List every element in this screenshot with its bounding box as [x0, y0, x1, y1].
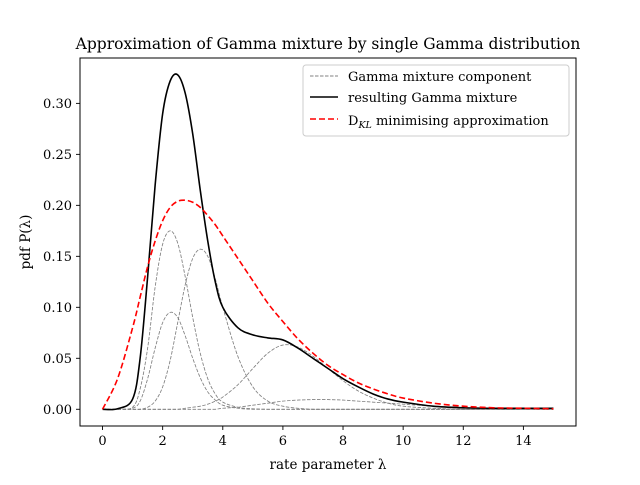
- x-tick-label: 4: [219, 434, 227, 449]
- x-tick-label: 0: [98, 434, 106, 449]
- legend-label-approximation: DKL minimising approximation: [348, 114, 549, 131]
- y-tick-label: 0.20: [43, 199, 72, 214]
- x-axis-label: rate parameter λ: [270, 457, 387, 473]
- legend-box: [302, 64, 570, 137]
- x-tick-label: 14: [515, 434, 532, 449]
- y-axis-label: pdf P(λ): [18, 215, 34, 270]
- series-line-2: [102, 248, 554, 410]
- y-tick-label: 0.25: [43, 148, 72, 163]
- series-line-5: [102, 73, 554, 411]
- legend-label-mixture: resulting Gamma mixture: [348, 91, 518, 106]
- y-tick-label: 0.00: [43, 403, 72, 418]
- plot-area-frame: [79, 57, 577, 427]
- y-tick-label: 0.05: [43, 352, 72, 367]
- x-tick-label: 6: [279, 434, 287, 449]
- y-tick-label: 0.10: [43, 301, 72, 316]
- legend: Gamma mixture component resulting Gamma …: [302, 64, 570, 137]
- x-axis-ticks: 0 2 4 6 8 10 12 14: [98, 426, 532, 449]
- legend-label-component: Gamma mixture component: [348, 70, 532, 85]
- y-tick-label: 0.30: [43, 97, 72, 112]
- x-tick-label: 12: [455, 434, 472, 449]
- legend-label-rest: minimising approximation: [372, 114, 549, 129]
- x-tick-label: 8: [339, 434, 347, 449]
- series-line-6: [101, 199, 554, 410]
- x-tick-label: 10: [395, 434, 412, 449]
- chart-title: Approximation of Gamma mixture by single…: [75, 35, 581, 53]
- x-tick-label: 2: [159, 434, 167, 449]
- series-lines: [101, 73, 554, 411]
- series-line-4: [102, 399, 554, 410]
- y-axis-ticks: 0.00 0.05 0.10 0.15 0.20 0.25 0.30: [43, 97, 80, 418]
- y-tick-label: 0.15: [43, 250, 72, 265]
- legend-label-subscript: KL: [357, 120, 371, 131]
